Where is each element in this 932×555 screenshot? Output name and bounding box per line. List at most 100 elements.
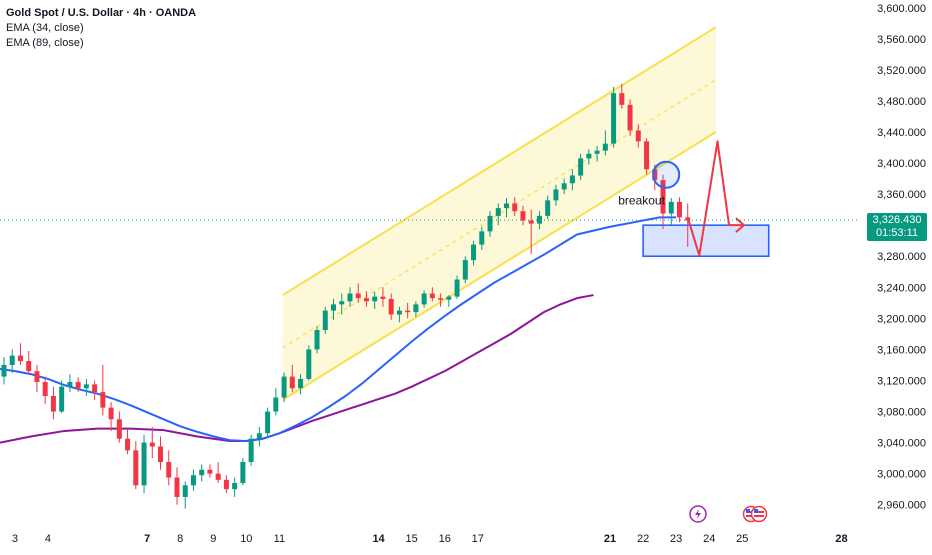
candle-body xyxy=(182,485,188,497)
flag-canton xyxy=(746,509,750,513)
candle xyxy=(363,291,369,307)
candle xyxy=(611,86,617,148)
flag-stripe xyxy=(754,515,764,517)
y-tick-label: 3,120.000 xyxy=(877,375,926,387)
candle-body xyxy=(125,438,131,451)
candle-body xyxy=(108,407,114,420)
candle-body xyxy=(9,355,15,365)
y-tick-label: 3,520.000 xyxy=(877,65,926,77)
candle xyxy=(635,124,641,148)
candle xyxy=(133,441,139,490)
current-price-badge: 3,326.430 01:53:11 xyxy=(867,213,927,242)
candle xyxy=(158,436,164,470)
symbol-title[interactable]: Gold Spot / U.S. Dollar · 4h · OANDA xyxy=(6,7,197,19)
candle xyxy=(108,402,114,431)
candle xyxy=(644,138,650,175)
candle-body xyxy=(166,462,172,478)
time-axis[interactable]: 3 4 7 8 9 10 11 14 15 16 17 21 22 23 24 25 28 xyxy=(12,533,848,545)
candle xyxy=(487,211,493,237)
candle-body xyxy=(67,382,73,387)
candle xyxy=(199,464,205,482)
ema-lines xyxy=(0,216,677,444)
candle xyxy=(92,380,98,400)
candle-body xyxy=(405,310,411,313)
candle xyxy=(676,197,682,223)
us-flag-event-icon xyxy=(750,505,768,523)
current-price-value: 3,326.430 xyxy=(872,214,922,227)
candle xyxy=(578,153,584,181)
candle xyxy=(75,377,81,393)
x-tick-label: 14 xyxy=(372,533,385,545)
candle xyxy=(660,174,666,230)
x-tick-label: 24 xyxy=(703,533,715,545)
candle xyxy=(298,374,304,395)
candle-body xyxy=(75,382,81,389)
candle xyxy=(438,293,444,307)
candle xyxy=(17,343,23,365)
candle-body xyxy=(471,244,477,261)
candle-body xyxy=(520,211,526,221)
candle xyxy=(462,256,468,284)
candle-body xyxy=(174,477,180,497)
candle-body xyxy=(660,180,666,214)
candle xyxy=(207,464,213,478)
ema-34-label[interactable]: EMA (34, close) xyxy=(6,22,84,34)
candle xyxy=(166,450,172,486)
x-tick-label: 22 xyxy=(637,533,649,545)
candle-body xyxy=(586,153,592,159)
candle-body xyxy=(487,215,493,232)
candle xyxy=(569,169,575,191)
candle xyxy=(265,407,271,437)
support-zone[interactable] xyxy=(642,224,770,258)
candle-body xyxy=(273,397,279,412)
candle xyxy=(668,198,674,226)
candle-body xyxy=(528,220,534,224)
price-axis[interactable]: 2,960.000 3,000.000 3,040.000 3,080.000 3,12… xyxy=(877,3,926,512)
candle-body xyxy=(594,150,600,154)
candle-body xyxy=(602,143,608,151)
candle-body xyxy=(388,298,394,315)
y-tick-label: 3,080.000 xyxy=(877,407,926,419)
candle-body xyxy=(26,361,32,372)
y-tick-label: 3,160.000 xyxy=(877,344,926,356)
candle-body xyxy=(199,469,205,476)
candle xyxy=(454,275,460,299)
candle xyxy=(306,345,312,381)
candle-body xyxy=(512,203,518,212)
candle-body xyxy=(1,364,7,377)
candle xyxy=(289,364,295,393)
breakout-label: breakout xyxy=(618,194,665,208)
candle-body xyxy=(223,479,229,490)
candle xyxy=(372,291,378,310)
candle xyxy=(520,205,526,226)
flag-circle xyxy=(750,505,768,523)
candle xyxy=(528,209,534,254)
lightning-glyph-icon xyxy=(695,509,701,519)
candle xyxy=(174,467,180,505)
candle-body xyxy=(495,208,501,216)
candle-body xyxy=(281,376,287,398)
candle-body xyxy=(553,189,559,201)
candle xyxy=(149,427,155,459)
candle xyxy=(553,184,559,206)
candle xyxy=(503,198,509,218)
candle-body xyxy=(569,175,575,184)
candle-body xyxy=(92,384,98,393)
candle-body xyxy=(429,293,435,299)
candle xyxy=(125,428,131,455)
event-icons[interactable] xyxy=(689,505,768,523)
ema-89-line xyxy=(0,294,594,444)
projection-arrow[interactable] xyxy=(686,140,746,257)
candle-body xyxy=(578,158,584,176)
x-tick-label: 10 xyxy=(240,533,252,545)
support-zone-rect xyxy=(642,224,770,258)
x-tick-label: 3 xyxy=(12,533,18,545)
y-tick-label: 3,240.000 xyxy=(877,282,926,294)
ema-89-label[interactable]: EMA (89, close) xyxy=(6,37,84,49)
candle-body xyxy=(446,296,452,300)
candle xyxy=(281,372,287,403)
candle-body xyxy=(380,296,386,299)
candle xyxy=(223,475,229,494)
